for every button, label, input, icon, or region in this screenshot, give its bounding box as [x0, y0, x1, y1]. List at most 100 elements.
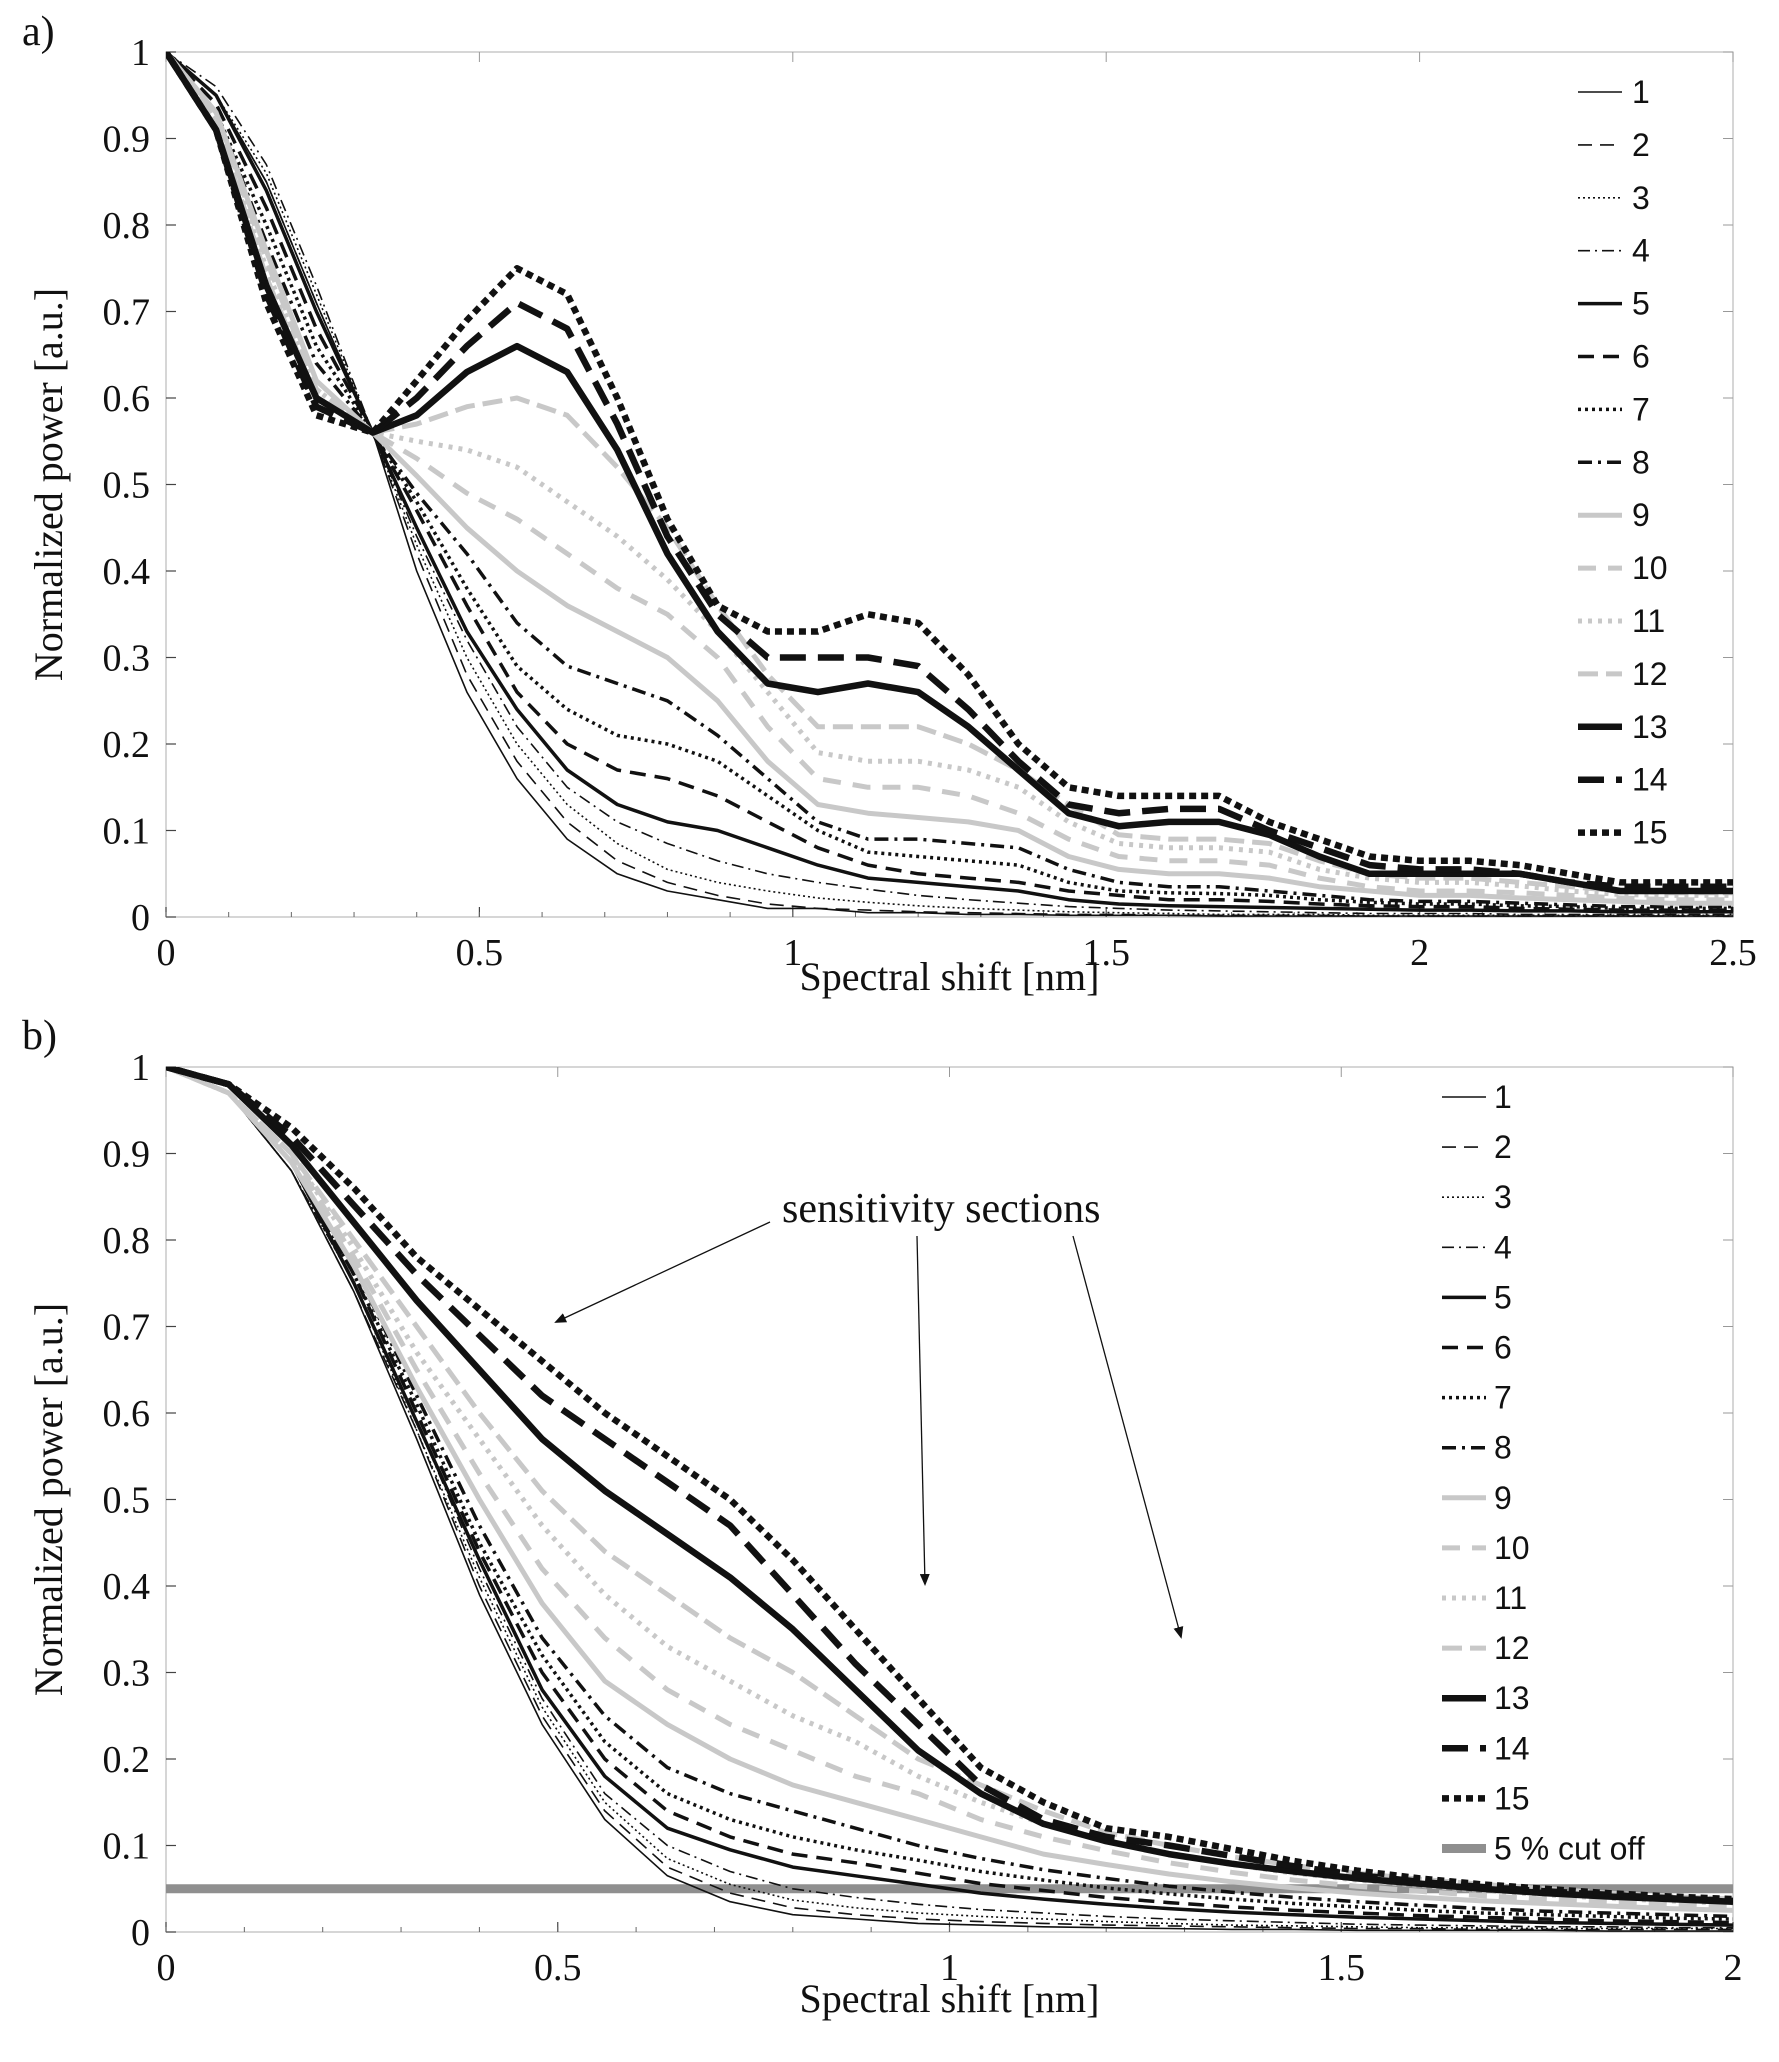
legend-label-cutoff: 5 % cut off	[1494, 1831, 1645, 1867]
y-tick-label: 0.5	[103, 465, 151, 507]
series-line-14	[166, 1067, 1733, 1905]
y-tick-label: 0.9	[103, 119, 151, 161]
x-tick-label: 2	[1724, 1947, 1743, 1989]
x-tick-label: 1	[940, 1947, 959, 1989]
x-tick-label: 2.5	[1709, 932, 1757, 974]
series-line-9	[166, 1067, 1733, 1913]
panel-letter-b: b)	[22, 1013, 57, 1059]
legend-label-8: 8	[1632, 444, 1650, 480]
series-line-6	[166, 1067, 1733, 1925]
annotation-sensitivity-sections: sensitivity sections	[782, 1186, 1101, 1232]
legend-label-15: 15	[1494, 1780, 1530, 1816]
series-line-12	[166, 52, 1733, 896]
y-tick-label: 0.5	[103, 1480, 151, 1522]
panel-a: a) 0 0.1 0.2 0.3 0.4 0.5 0.6 0.7 0.8 0.9 1 0 0.5 1 1.5…	[22, 9, 1757, 999]
y-tick-label: 1	[131, 1047, 150, 1089]
series-line-7	[166, 52, 1733, 911]
panel-letter-a: a)	[22, 9, 55, 55]
series-line-4	[166, 1067, 1733, 1929]
legend-label-9: 9	[1632, 497, 1650, 533]
legend-label-3: 3	[1494, 1179, 1512, 1215]
y-tick-label: 0.6	[103, 1393, 151, 1435]
annotation-arrow-1	[554, 1221, 771, 1323]
y-tick-label: 0.7	[103, 1307, 151, 1349]
x-tick-label: 1	[783, 932, 802, 974]
x-tick-label: 1.5	[1318, 1947, 1366, 1989]
legend-label-2: 2	[1494, 1129, 1512, 1165]
y-tick-label: 0.7	[103, 292, 151, 334]
x-tick-label: 0.5	[534, 1947, 582, 1989]
series-line-5	[166, 52, 1733, 914]
series-line-2	[166, 52, 1733, 917]
x-tick-label: 0.5	[456, 932, 504, 974]
y-tick-label: 0.3	[103, 638, 151, 680]
series-line-1	[166, 1067, 1733, 1932]
series-group-a	[166, 52, 1733, 917]
y-tick-label: 0.1	[103, 811, 151, 853]
legend-label-12: 12	[1494, 1630, 1530, 1666]
legend-label-5: 5	[1494, 1279, 1512, 1315]
x-axis-label: Spectral shift [nm]	[800, 1976, 1100, 2021]
legend-label-9: 9	[1494, 1480, 1512, 1516]
y-tick-label: 0.1	[103, 1826, 151, 1868]
legend-label-13: 13	[1494, 1680, 1530, 1716]
x-tick-label: 0	[157, 932, 176, 974]
y-tick-label: 0.4	[103, 551, 151, 593]
annotation-arrow-2	[916, 1235, 930, 1586]
series-line-2	[166, 1067, 1733, 1931]
y-tick-label: 0	[131, 1912, 150, 1954]
legend-label-2: 2	[1632, 127, 1650, 163]
legend-label-4: 4	[1494, 1229, 1512, 1265]
chart-a: 00.10.20.30.40.50.60.70.80.910 0.5 1 1.5 2 2.…	[26, 32, 1757, 999]
series-line-14	[166, 52, 1733, 890]
panel-b: b) 0 0.1 0.2 0.3 0.4 0.5 0.6 0.7 0.8 0.9 1 0 0.5 1 1.5…	[0, 1000, 1779, 2031]
plot-frame-a	[165, 51, 1734, 918]
legend-label-3: 3	[1632, 180, 1650, 216]
legend-label-10: 10	[1494, 1530, 1530, 1566]
legend-label-4: 4	[1632, 233, 1650, 269]
series-line-5	[166, 1067, 1733, 1927]
legend-label-6: 6	[1494, 1330, 1512, 1366]
x-axis-label: Spectral shift [nm]	[800, 954, 1100, 999]
legend-label-10: 10	[1632, 550, 1668, 586]
y-tick-label: 0.2	[103, 1739, 151, 1781]
series-line-6	[166, 52, 1733, 912]
legend-label-1: 1	[1632, 74, 1650, 110]
y-tick-label: 0.6	[103, 378, 151, 420]
series-line-3	[166, 1067, 1733, 1930]
legend-label-14: 14	[1494, 1730, 1530, 1766]
series-line-15	[166, 1067, 1733, 1903]
y-tick-label: 0.8	[103, 1220, 151, 1262]
legend-label-14: 14	[1632, 762, 1668, 798]
y-tick-label: 0.9	[103, 1134, 151, 1176]
series-line-10	[166, 52, 1733, 903]
y-tick-label: 0.4	[103, 1566, 151, 1608]
series-line-8	[166, 52, 1733, 909]
series-line-10	[166, 1067, 1733, 1909]
series-line-15	[166, 52, 1733, 886]
legend-label-15: 15	[1632, 815, 1668, 851]
chart-b: 0 0.1 0.2 0.3 0.4 0.5 0.6 0.7 0.8 0.9 10 0.5 1 1.5 2 Sp…	[26, 1047, 1743, 2021]
y-tick-label: 0.3	[103, 1653, 151, 1695]
legend-label-6: 6	[1632, 339, 1650, 375]
legend-label-8: 8	[1494, 1430, 1512, 1466]
legend-label-12: 12	[1632, 656, 1668, 692]
y-axis-label: Normalized power [a.u.]	[26, 1303, 71, 1696]
legend-label-7: 7	[1494, 1380, 1512, 1416]
y-tick-label: 0	[131, 897, 150, 939]
y-tick-label: 0.8	[103, 205, 151, 247]
annotation-arrow-3	[1072, 1235, 1184, 1639]
legend-label-7: 7	[1632, 391, 1650, 427]
series-group-b	[166, 1067, 1733, 1932]
x-tick-label: 2	[1410, 932, 1429, 974]
legend-label-13: 13	[1632, 709, 1668, 745]
y-axis-label: Normalized power [a.u.]	[26, 288, 71, 681]
legend-label-11: 11	[1632, 603, 1665, 639]
legend-label-5: 5	[1632, 286, 1650, 322]
y-tick-label: 1	[131, 32, 150, 74]
legend-label-11: 11	[1494, 1580, 1527, 1616]
series-line-3	[166, 52, 1733, 917]
x-tick-label: 1.5	[1082, 932, 1130, 974]
series-line-13	[166, 52, 1733, 895]
